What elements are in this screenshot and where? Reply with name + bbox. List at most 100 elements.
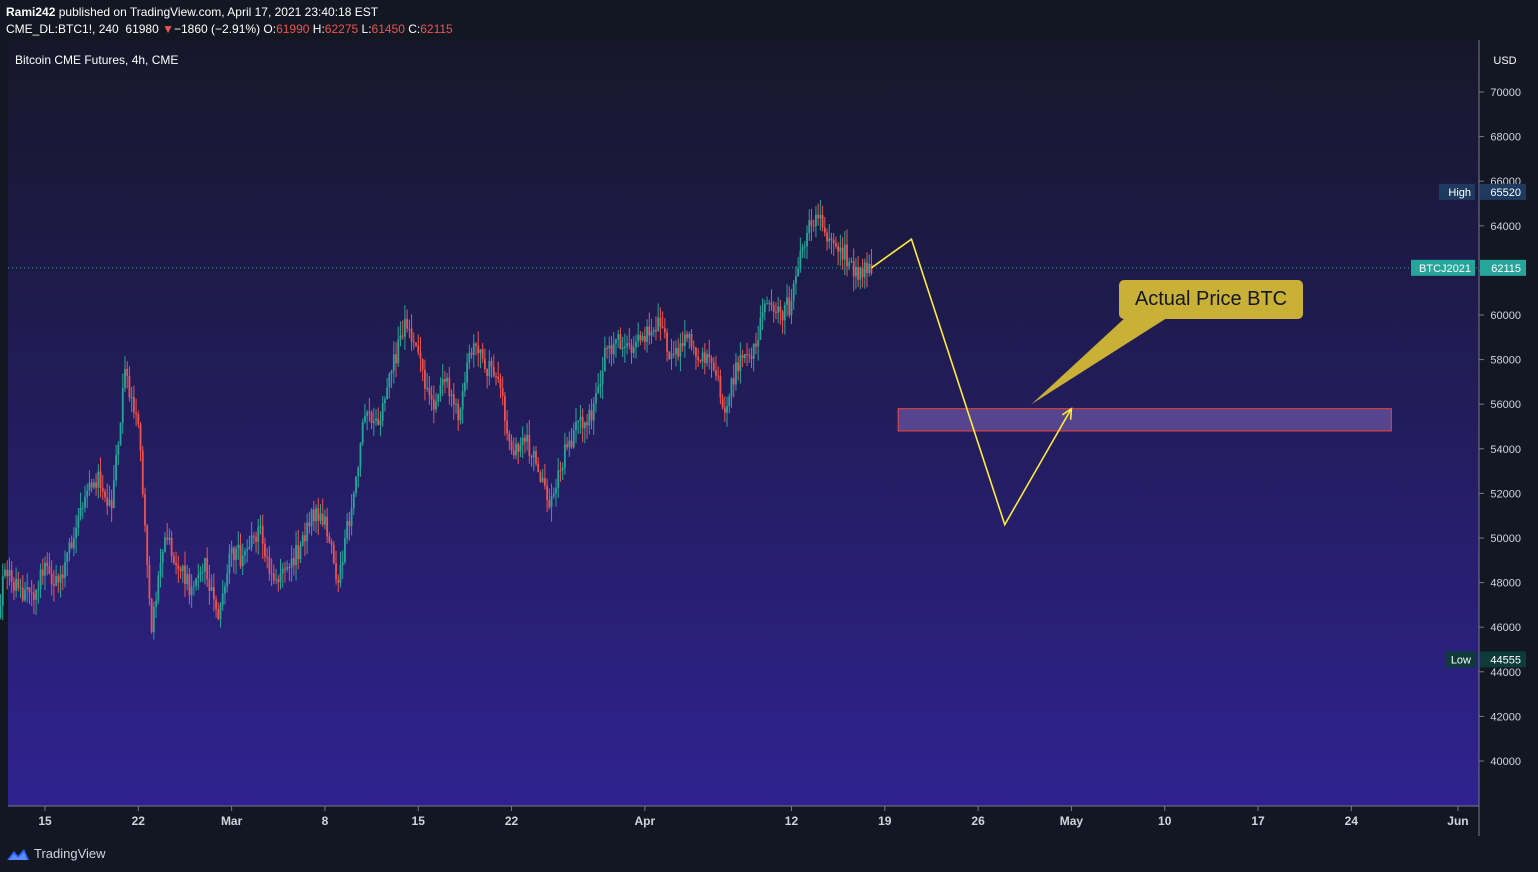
candle-body xyxy=(612,343,615,355)
candle-body xyxy=(17,579,20,589)
candle-body xyxy=(257,526,260,542)
candle-body xyxy=(486,369,489,377)
candle-body xyxy=(12,581,15,591)
candle-body xyxy=(797,268,800,277)
candle-body xyxy=(50,573,53,585)
tradingview-brand[interactable]: TradingView xyxy=(34,846,106,861)
author-name[interactable]: Rami242 xyxy=(6,5,56,19)
support-zone-rectangle[interactable] xyxy=(897,408,1392,432)
candle-body xyxy=(244,551,246,556)
chart-area[interactable]: Actual Price BTC 40000 42000 44000 46000 480… xyxy=(0,0,1538,836)
candle-body xyxy=(575,421,577,431)
candle-body xyxy=(335,563,337,580)
candle-body xyxy=(535,451,537,464)
y-tick-label: 70000 xyxy=(1490,87,1521,99)
candle-body xyxy=(717,375,720,377)
candle-body xyxy=(799,251,802,269)
price-axis[interactable]: 40000 42000 44000 46000 48000 50000 52000 54000… xyxy=(1479,87,1521,768)
callout-box[interactable] xyxy=(1119,280,1303,319)
tradingview-logo-icon[interactable] xyxy=(6,846,30,862)
projection-path[interactable] xyxy=(870,237,1073,527)
current-price-badge: BTCJ2021 62115 xyxy=(1411,259,1526,276)
candle-body xyxy=(615,339,617,344)
candle-body xyxy=(395,354,397,364)
candle-body xyxy=(519,444,522,452)
candle-body xyxy=(197,574,200,579)
candle-body xyxy=(437,394,440,402)
candle-body xyxy=(146,525,149,566)
candle-body xyxy=(712,362,715,371)
candle-body xyxy=(528,435,531,456)
candle-body xyxy=(15,579,18,591)
candle-body xyxy=(472,343,475,355)
candle-body xyxy=(8,570,11,577)
candle-body xyxy=(235,548,237,561)
candle-body xyxy=(510,441,513,451)
candle-body xyxy=(683,334,686,347)
candle-body xyxy=(763,303,766,312)
candle-body xyxy=(404,318,406,337)
candle-body xyxy=(846,244,848,267)
candle-body xyxy=(110,499,113,509)
x-tick-label: 15 xyxy=(412,814,426,828)
candle-body xyxy=(359,443,362,468)
candle-body xyxy=(252,535,255,538)
candle-body xyxy=(408,328,411,330)
candle-body xyxy=(728,396,731,407)
candle-body xyxy=(401,335,404,337)
symbol-interval: CME_DL:BTC1!, 240 xyxy=(6,22,119,36)
user-drawings[interactable]: Actual Price BTC xyxy=(870,237,1392,527)
candle-body xyxy=(1,576,4,606)
candle-body xyxy=(583,422,586,429)
candle-body xyxy=(815,214,817,227)
footer: TradingView xyxy=(0,836,1538,872)
candle-body xyxy=(184,565,186,585)
candle-body xyxy=(152,606,155,632)
candle-body xyxy=(468,352,471,363)
candle-body xyxy=(330,542,333,545)
candle-body xyxy=(266,556,269,558)
candle-body xyxy=(628,343,631,345)
ohlc-legend: CME_DL:BTC1!, 240 61980 ▼−1860 (−2.91%) … xyxy=(6,22,453,36)
candle-body xyxy=(128,375,131,398)
candle-body xyxy=(455,403,457,405)
candle-body xyxy=(708,354,711,358)
candle-body xyxy=(452,394,455,405)
candle-body xyxy=(272,573,275,581)
candle-body xyxy=(361,422,364,444)
candle-body xyxy=(88,482,91,491)
candle-body xyxy=(737,362,740,372)
candle-body xyxy=(421,358,424,370)
candle-body xyxy=(170,537,173,556)
candle-body xyxy=(104,491,106,498)
candle-body xyxy=(557,470,560,489)
candle-body xyxy=(70,542,73,549)
y-tick-label: 52000 xyxy=(1490,488,1521,500)
candle-body xyxy=(648,326,651,336)
candle-body xyxy=(397,339,400,364)
candle-body xyxy=(781,311,784,321)
x-tick-label: 17 xyxy=(1251,814,1265,828)
candle-body xyxy=(426,387,429,389)
candle-body xyxy=(732,378,735,385)
candle-body xyxy=(552,493,555,497)
candle-body xyxy=(730,378,733,397)
candle-body xyxy=(55,576,58,586)
candle-body xyxy=(248,547,251,550)
candle-body xyxy=(364,415,366,423)
candle-body xyxy=(688,334,691,339)
candle-body xyxy=(95,482,97,488)
candle-body xyxy=(686,334,688,339)
candle-body xyxy=(723,407,726,413)
candle-body xyxy=(212,587,215,600)
candle-body xyxy=(84,496,86,508)
candle-body xyxy=(672,353,675,355)
price-scale-background xyxy=(1479,40,1538,806)
candle-body xyxy=(663,328,666,333)
candle-body xyxy=(337,579,340,583)
candle-body xyxy=(164,537,166,552)
candle-body xyxy=(537,463,540,473)
time-axis[interactable]: 15 22 Mar 8 15 22 Apr 12 19 26 May 10 17 24 Jun xyxy=(38,806,1469,828)
candle-body xyxy=(835,243,837,246)
candle-body xyxy=(301,535,304,546)
